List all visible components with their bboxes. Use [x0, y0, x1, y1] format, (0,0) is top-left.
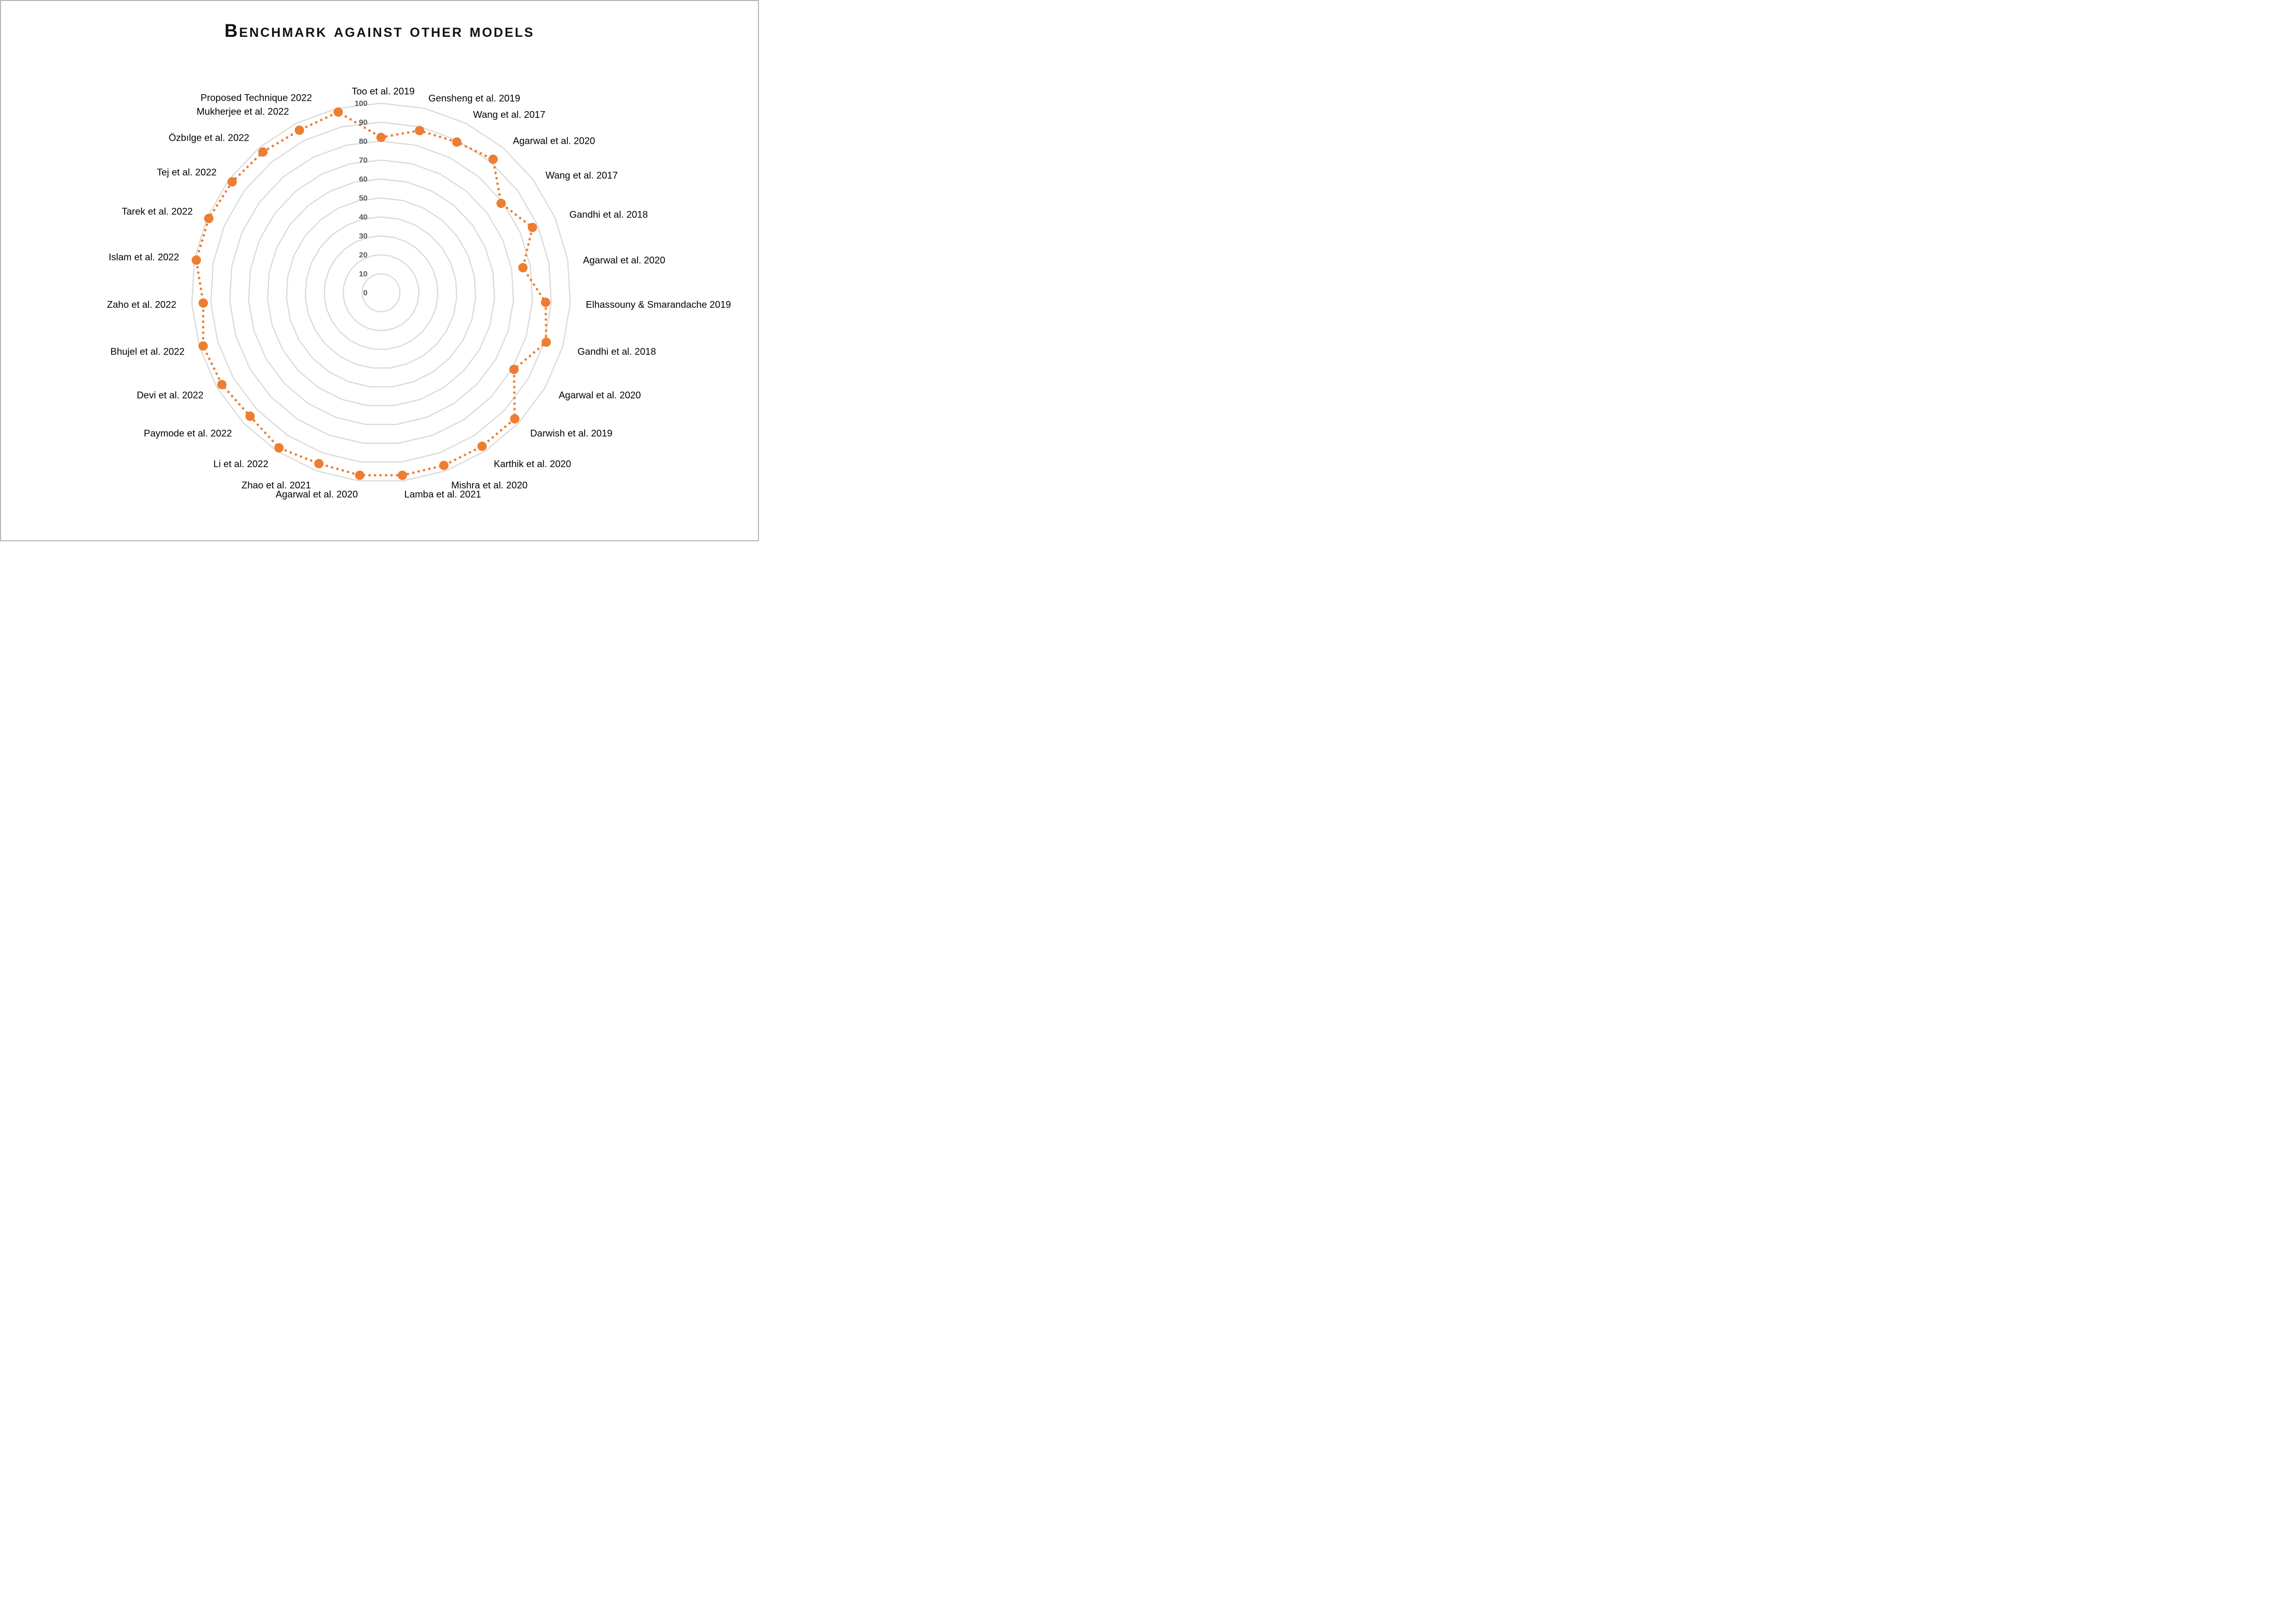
radial-tick-label-60: 60 — [359, 175, 368, 184]
category-label-10: Darwish et al. 2019 — [530, 428, 612, 439]
data-point-marker-1 — [415, 126, 425, 135]
category-label-18: Devi et al. 2022 — [137, 390, 204, 401]
gridline-ring-70 — [248, 159, 514, 425]
gridline-ring-90 — [210, 121, 552, 463]
category-label-2: Wang et al. 2017 — [473, 109, 545, 120]
category-label-6: Agarwal et al. 2020 — [583, 254, 665, 265]
data-point-marker-21 — [192, 255, 201, 265]
radial-tick-label-10: 10 — [359, 270, 368, 279]
gridline-ring-30 — [323, 235, 439, 350]
category-label-16: Li et al. 2022 — [213, 458, 268, 469]
category-label-13: Lamba et al. 2021 — [404, 488, 481, 499]
category-label-11: Karthik et al. 2020 — [494, 458, 571, 469]
category-label-8: Gandhi et al. 2018 — [577, 346, 656, 357]
data-point-marker-3 — [488, 154, 498, 164]
radial-tick-label-30: 30 — [359, 232, 368, 241]
category-label-21: Islam et al. 2022 — [109, 251, 179, 262]
category-label-19: Bhujel et al. 2022 — [111, 346, 185, 357]
data-point-marker-6 — [518, 263, 528, 272]
category-label-0: Too et al. 2019 — [351, 86, 414, 97]
data-point-marker-10 — [510, 414, 520, 424]
radial-tick-label-50: 50 — [359, 194, 368, 203]
data-point-marker-25 — [294, 125, 304, 135]
radial-tick-label-100: 100 — [355, 99, 368, 108]
gridline-ring-20 — [342, 254, 420, 331]
gridline-ring-50 — [286, 197, 477, 388]
data-point-marker-2 — [452, 137, 462, 147]
category-label-1: Gensheng et al. 2019 — [428, 93, 520, 104]
data-point-marker-18 — [217, 380, 227, 389]
radial-tick-label-20: 20 — [359, 251, 368, 260]
data-point-marker-9 — [509, 364, 519, 374]
data-point-marker-11 — [477, 441, 487, 451]
gridline-ring-10 — [361, 273, 401, 312]
gridline-ring-40 — [305, 216, 457, 369]
data-point-marker-20 — [198, 298, 208, 308]
data-point-marker-16 — [274, 443, 284, 453]
radar-chart: 0 10 20 30 40 50 60 70 80 90 100 Too et al. 2019 Gen… — [107, 86, 731, 499]
radial-tick-label-0: 0 — [363, 289, 368, 297]
data-point-marker-22 — [204, 213, 214, 223]
category-label-24: Özbılge et al. 2022 — [169, 132, 249, 143]
category-label-9: Agarwal et al. 2020 — [559, 390, 641, 401]
radial-tick-label-40: 40 — [359, 213, 368, 222]
radial-tick-label-70: 70 — [359, 156, 368, 165]
category-label-25: Mukherjee et al. 2022 — [197, 106, 289, 117]
data-point-marker-5 — [527, 223, 537, 233]
data-point-marker-26 — [333, 107, 343, 117]
gridline-ring-100 — [191, 102, 571, 482]
gridline-ring-80 — [229, 140, 533, 444]
data-series-line — [195, 111, 548, 477]
gridline-ring-60 — [267, 178, 495, 406]
category-label-23: Tej et al. 2022 — [157, 167, 216, 178]
category-label-12: Mishra et al. 2020 — [451, 480, 527, 490]
data-point-marker-0 — [376, 132, 386, 142]
data-point-marker-12 — [439, 460, 449, 470]
category-label-15: Zhao et al. 2021 — [241, 480, 311, 490]
chart-title: Benchmark against other models — [224, 21, 535, 41]
category-label-17: Paymode et al. 2022 — [144, 428, 232, 439]
data-point-marker-15 — [314, 459, 324, 469]
data-point-marker-17 — [245, 412, 255, 421]
category-label-3: Agarwal et al. 2020 — [513, 135, 595, 146]
category-label-26: Proposed Technique 2022 — [200, 92, 312, 103]
data-point-marker-13 — [398, 470, 408, 480]
radar-chart-page: Benchmark against other models 0 10 20 30 40… — [0, 0, 759, 541]
data-point-marker-14 — [355, 470, 364, 480]
radial-tick-label-80: 80 — [359, 137, 368, 146]
data-point-marker-23 — [227, 177, 237, 187]
category-label-22: Tarek et al. 2022 — [122, 206, 193, 217]
data-point-marker-4 — [496, 198, 506, 208]
radial-tick-label-90: 90 — [359, 118, 368, 127]
data-point-marker-19 — [198, 341, 208, 351]
data-point-marker-24 — [258, 147, 268, 157]
category-label-4: Wang et al. 2017 — [546, 170, 618, 181]
category-label-14: Agarwal et al. 2020 — [276, 488, 358, 499]
category-label-20: Zaho et al. 2022 — [107, 299, 177, 310]
data-point-marker-8 — [541, 337, 551, 347]
data-point-marker-7 — [541, 297, 550, 307]
category-label-7: Elhassouny & Smarandache 2019 — [586, 299, 731, 310]
category-label-5: Gandhi et al. 2018 — [570, 209, 648, 220]
